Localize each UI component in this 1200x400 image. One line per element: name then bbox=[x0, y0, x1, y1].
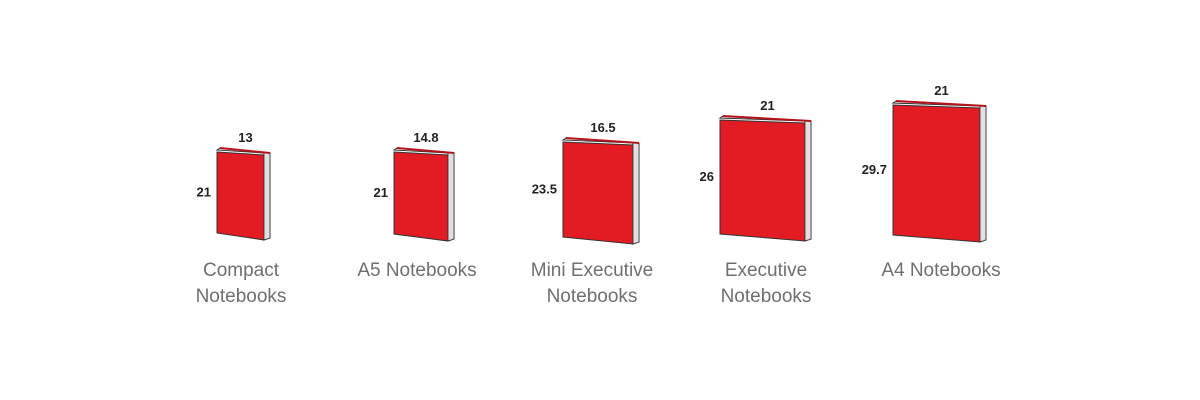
cover bbox=[216, 151, 265, 241]
height-value: 23.5 bbox=[532, 182, 557, 197]
notebook-name-line: A5 Notebooks bbox=[357, 260, 476, 281]
cover bbox=[892, 104, 981, 243]
notebook-name-line: Notebooks bbox=[721, 286, 812, 307]
notebook-name-line: A4 Notebooks bbox=[881, 260, 1000, 281]
notebook-name-line: Executive bbox=[725, 260, 807, 281]
back-cover-edge bbox=[219, 147, 271, 154]
back-cover-edge bbox=[722, 115, 812, 122]
notebook-item: 13 21 Compact Notebooks bbox=[196, 130, 287, 307]
back-cover-edge bbox=[565, 137, 640, 144]
notebook-item: 21 29.7 A4 Notebooks bbox=[862, 83, 1001, 281]
notebook-name: Executive Notebooks bbox=[721, 260, 812, 307]
width-value: 14.8 bbox=[413, 130, 438, 145]
notebook-name-line: Mini Executive bbox=[531, 260, 654, 281]
notebook-name-line: Notebooks bbox=[547, 286, 638, 307]
notebook-name: A5 Notebooks bbox=[357, 260, 476, 281]
width-value: 16.5 bbox=[590, 120, 615, 135]
height-value: 26 bbox=[700, 169, 714, 184]
notebook-item: 14.8 21 A5 Notebooks bbox=[357, 130, 476, 281]
cover bbox=[393, 151, 449, 242]
height-value: 29.7 bbox=[862, 162, 887, 177]
notebook-item: 21 26 Executive Notebooks bbox=[700, 98, 812, 307]
height-value: 21 bbox=[374, 185, 388, 200]
notebook-item: 16.5 23.5 Mini Executive Notebooks bbox=[531, 120, 654, 307]
back-cover-edge bbox=[895, 100, 987, 107]
width-value: 21 bbox=[760, 98, 774, 113]
cover bbox=[562, 141, 634, 245]
notebook-name: Compact Notebooks bbox=[196, 260, 287, 307]
height-value: 21 bbox=[197, 185, 211, 200]
notebook-name: Mini Executive Notebooks bbox=[531, 260, 654, 307]
width-value: 13 bbox=[238, 130, 252, 145]
notebook-name: A4 Notebooks bbox=[881, 260, 1000, 281]
width-value: 21 bbox=[934, 83, 948, 98]
notebooks-group: 13 21 Compact Notebooks 14.8 21 A5 Notebooks 16… bbox=[196, 83, 1001, 307]
notebook-name-line: Notebooks bbox=[196, 286, 287, 307]
cover bbox=[719, 119, 806, 242]
notebook-name-line: Compact bbox=[203, 260, 280, 281]
back-cover-edge bbox=[396, 147, 455, 154]
